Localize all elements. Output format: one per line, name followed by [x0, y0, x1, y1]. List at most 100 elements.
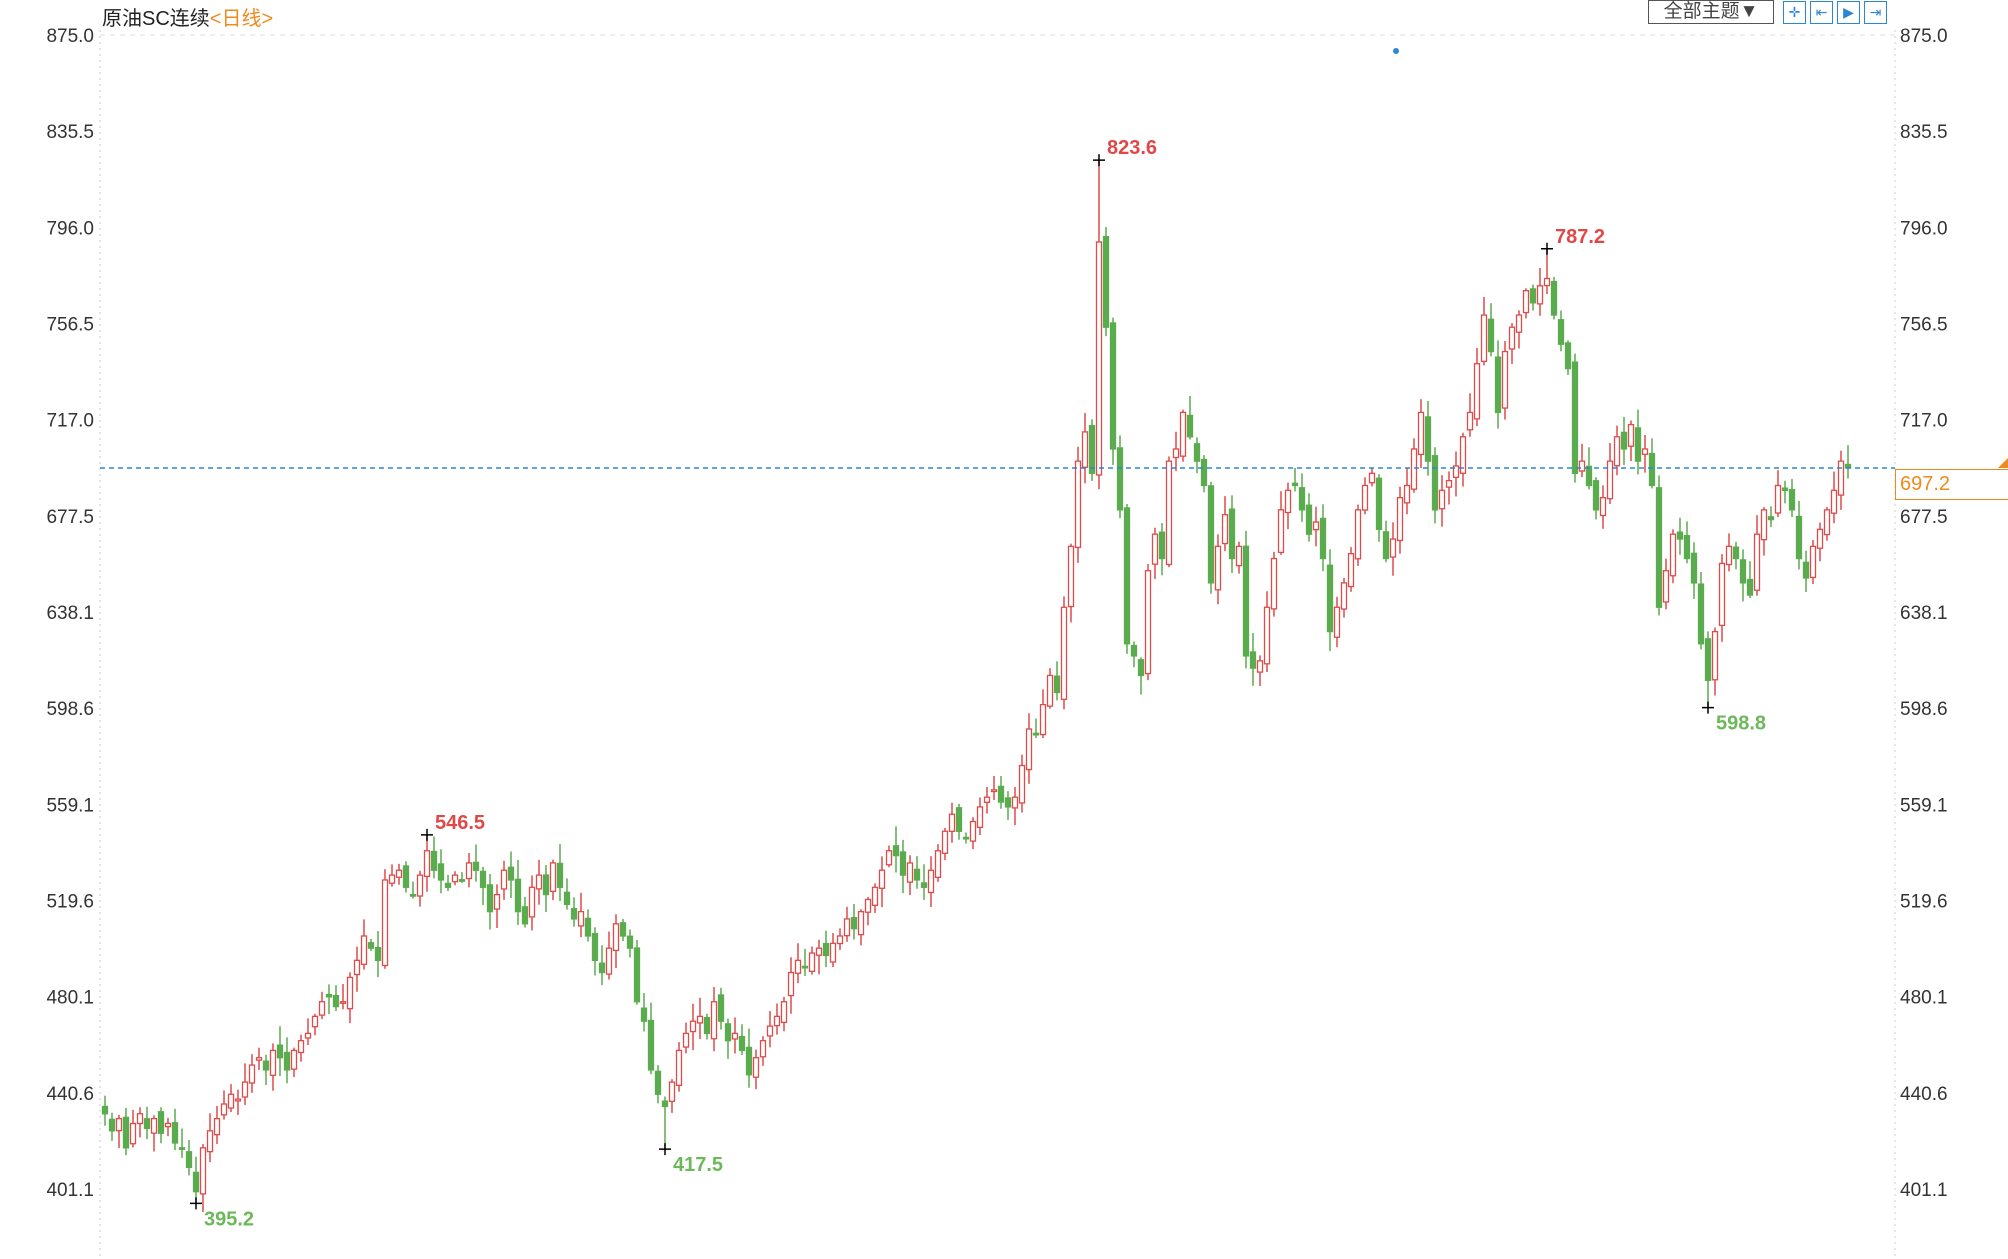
candle	[619, 918, 627, 942]
candle-body	[878, 869, 886, 889]
candle-body	[1277, 509, 1285, 554]
candle-body	[1501, 350, 1509, 409]
candle	[696, 997, 704, 1040]
candle-body	[591, 933, 599, 961]
candle-body	[1438, 489, 1446, 510]
zoom-range-icon[interactable]: ⇤	[1810, 1, 1833, 24]
candle	[1788, 478, 1796, 518]
candle-body	[1144, 570, 1152, 675]
candle	[1438, 475, 1446, 527]
candle	[500, 860, 508, 900]
candle-body	[171, 1122, 179, 1144]
candle	[1627, 420, 1635, 462]
candle-body	[1494, 356, 1502, 414]
candle-body	[787, 971, 795, 997]
candle-body	[311, 1015, 319, 1028]
candle-body	[1130, 644, 1138, 657]
candle	[1515, 310, 1523, 349]
candle-body	[1837, 460, 1845, 496]
candle	[703, 1013, 711, 1040]
candle-body	[1459, 436, 1467, 474]
candle	[1361, 477, 1369, 515]
candle	[1151, 527, 1159, 579]
candle	[493, 884, 501, 928]
candle	[969, 817, 977, 850]
candle-body	[1606, 460, 1614, 500]
candle-body	[1662, 570, 1670, 603]
candle-body	[136, 1113, 144, 1125]
candle	[1480, 296, 1488, 366]
candle-body	[1767, 516, 1775, 521]
candle	[1326, 549, 1334, 651]
candle	[1578, 443, 1586, 478]
candle	[1459, 432, 1467, 487]
goto-end-icon[interactable]: ⇥	[1864, 1, 1887, 24]
candle	[1648, 438, 1656, 489]
candle-body	[1704, 638, 1712, 681]
candle-body	[1214, 545, 1222, 591]
candle-body	[570, 908, 578, 920]
y-tick-label: 875.0	[46, 26, 94, 47]
candle	[472, 844, 480, 882]
candle-body	[129, 1122, 137, 1145]
candle	[787, 957, 795, 1014]
extreme-marker	[1702, 701, 1714, 714]
candle-body	[297, 1040, 305, 1054]
period-link[interactable]: <日线>	[209, 8, 274, 30]
candle	[1305, 493, 1313, 542]
candle-body	[843, 918, 851, 937]
candle-body	[248, 1064, 256, 1084]
candle-body	[563, 891, 571, 905]
candle-body	[1340, 582, 1348, 610]
candle	[1039, 689, 1047, 739]
y-tick-label: 598.6	[46, 699, 94, 720]
candle	[878, 856, 886, 908]
candle	[1186, 395, 1194, 440]
candle-body	[1382, 531, 1390, 560]
candle	[486, 873, 494, 930]
candle	[1634, 409, 1642, 475]
play-icon[interactable]: ▶	[1837, 1, 1860, 24]
candle	[143, 1106, 151, 1140]
candle-body	[717, 994, 725, 1022]
candle	[1697, 571, 1705, 650]
candle-body	[1592, 480, 1600, 511]
candle-body	[745, 1046, 753, 1076]
candle-body	[1718, 562, 1726, 627]
candle	[906, 855, 914, 896]
candle-body	[1186, 414, 1194, 438]
candle	[1571, 353, 1579, 483]
candle	[1711, 627, 1719, 696]
crosshair-icon[interactable]: ✛	[1783, 1, 1806, 24]
candle-body	[605, 947, 613, 975]
candle	[1228, 495, 1236, 573]
candle-body	[1795, 515, 1803, 560]
candle-body	[185, 1151, 193, 1168]
candle-body	[1585, 465, 1593, 487]
low-price-label: 417.5	[673, 1154, 723, 1176]
candle	[521, 896, 529, 928]
candle	[1060, 596, 1068, 710]
candle-body	[1025, 728, 1033, 771]
candle	[899, 839, 907, 894]
candle	[1130, 641, 1138, 668]
candle-body	[227, 1093, 235, 1109]
candle	[962, 832, 970, 844]
candle-body	[1823, 509, 1831, 536]
candle-body	[1165, 460, 1173, 566]
y-axis-right: 875.0 835.5 796.0 756.5 717.0 677.5 638.1 598.6…	[1900, 26, 1948, 1201]
candle-body	[339, 1001, 347, 1004]
candle	[976, 797, 984, 836]
candle	[192, 1156, 200, 1204]
candle	[1655, 475, 1663, 616]
candle	[325, 984, 333, 1015]
candle	[1179, 409, 1187, 462]
candle-body	[801, 965, 809, 969]
candle-body	[983, 796, 991, 803]
candle	[605, 931, 613, 980]
candle	[1193, 437, 1201, 474]
candle	[1067, 543, 1075, 623]
theme-select[interactable]: 全部主题▼	[1648, 0, 1774, 24]
candle	[1053, 661, 1061, 701]
